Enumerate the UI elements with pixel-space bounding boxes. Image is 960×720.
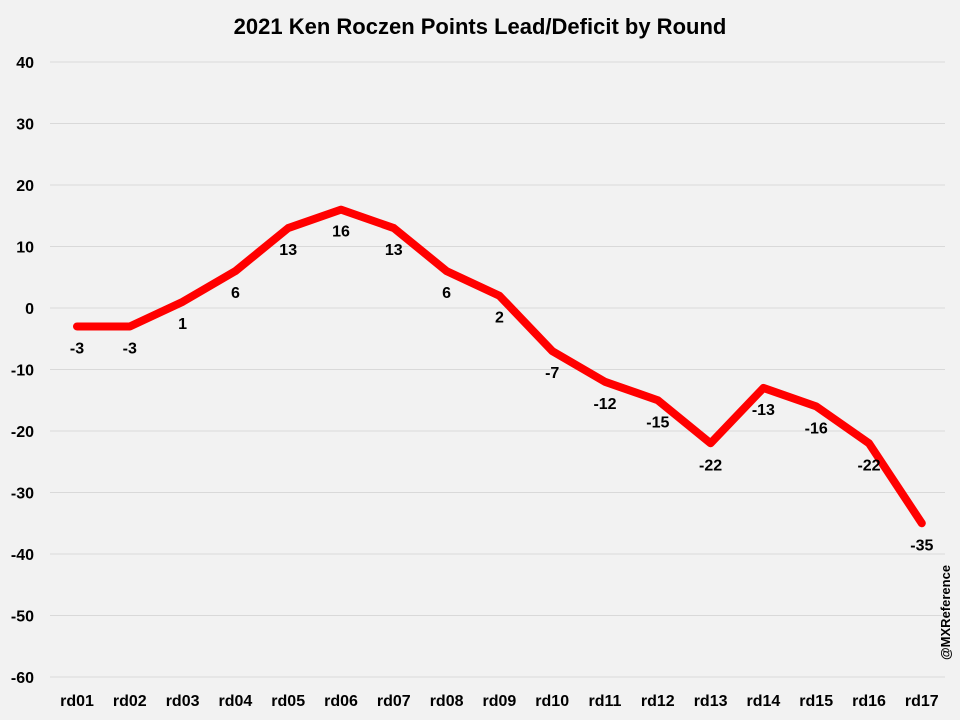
x-tick-label: rd06 bbox=[324, 693, 358, 710]
x-tick-label: rd05 bbox=[271, 693, 305, 710]
y-tick-label: -50 bbox=[11, 609, 34, 626]
x-tick-label: rd10 bbox=[535, 693, 569, 710]
data-label: 6 bbox=[442, 285, 451, 302]
x-tick-label: rd04 bbox=[219, 693, 253, 710]
x-tick-label: rd09 bbox=[483, 693, 517, 710]
data-label: -12 bbox=[593, 396, 616, 413]
x-axis-ticks: rd01 rd02 rd03 rd04 rd05 rd06 rd07 rd08 rd09 rd10… bbox=[60, 693, 939, 710]
x-tick-label: rd12 bbox=[641, 693, 675, 710]
x-tick-label: rd15 bbox=[799, 693, 833, 710]
series bbox=[73, 205, 926, 528]
data-label: -15 bbox=[646, 414, 669, 431]
y-tick-label: 10 bbox=[16, 240, 34, 257]
y-tick-label: -40 bbox=[11, 547, 34, 564]
x-tick-label: rd01 bbox=[60, 693, 94, 710]
y-tick-label: -10 bbox=[11, 363, 34, 380]
data-label: 2 bbox=[495, 310, 504, 327]
x-tick-label: rd16 bbox=[852, 693, 886, 710]
data-label: -7 bbox=[545, 365, 559, 382]
gridlines bbox=[50, 61, 945, 678]
y-tick-label: 20 bbox=[16, 178, 34, 195]
y-axis-ticks: 40 30 20 10 0 -10 -20 -30 -40 -50 -60 bbox=[11, 55, 34, 687]
series-line bbox=[73, 205, 926, 528]
watermark: @MXReference bbox=[938, 565, 953, 660]
data-label: 6 bbox=[231, 285, 240, 302]
data-label: 1 bbox=[178, 316, 187, 333]
data-label: 13 bbox=[279, 242, 297, 259]
y-tick-label: 40 bbox=[16, 55, 34, 72]
data-label: -13 bbox=[752, 402, 775, 419]
y-tick-label: 0 bbox=[25, 301, 34, 318]
data-label: -22 bbox=[699, 457, 722, 474]
y-tick-label: -30 bbox=[11, 486, 34, 503]
x-tick-label: rd13 bbox=[694, 693, 728, 710]
data-label: -16 bbox=[805, 420, 828, 437]
y-tick-label: -60 bbox=[11, 670, 34, 687]
chart-title: 2021 Ken Roczen Points Lead/Deficit by R… bbox=[234, 14, 727, 39]
data-label: -22 bbox=[857, 457, 880, 474]
data-label: -3 bbox=[123, 340, 137, 357]
y-tick-label: 30 bbox=[16, 117, 34, 134]
data-label: -35 bbox=[910, 537, 933, 554]
x-tick-label: rd11 bbox=[589, 693, 622, 710]
data-label: -3 bbox=[70, 340, 84, 357]
x-tick-label: rd02 bbox=[113, 693, 147, 710]
x-tick-label: rd08 bbox=[430, 693, 464, 710]
x-tick-label: rd07 bbox=[377, 693, 411, 710]
y-tick-label: -20 bbox=[11, 424, 34, 441]
x-tick-label: rd14 bbox=[747, 693, 781, 710]
data-label: 13 bbox=[385, 242, 403, 259]
x-tick-label: rd17 bbox=[905, 693, 939, 710]
x-tick-label: rd03 bbox=[166, 693, 200, 710]
data-label: 16 bbox=[332, 224, 350, 241]
